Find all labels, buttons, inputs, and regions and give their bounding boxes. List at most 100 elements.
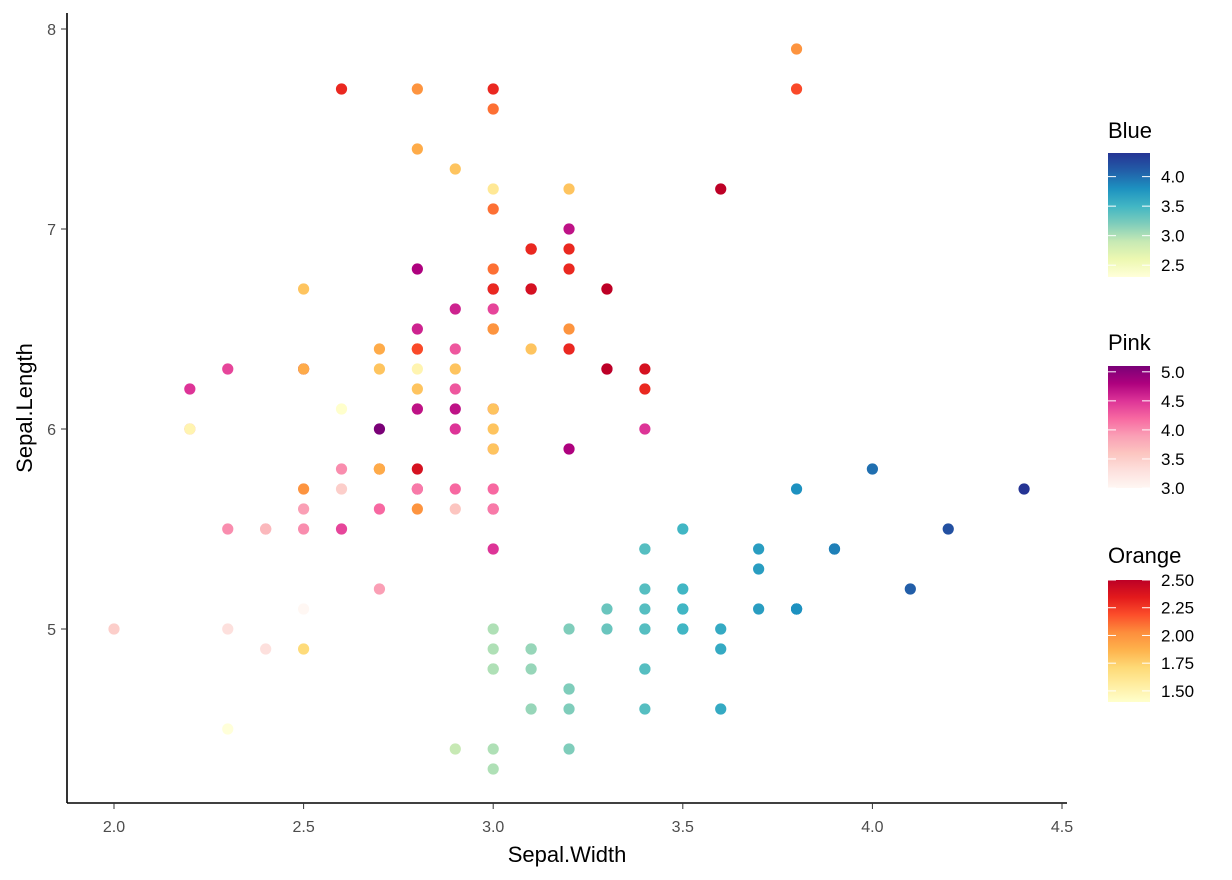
legend-label: 2.25 [1161,599,1194,618]
point-orange [563,323,575,335]
point-orange [487,323,499,335]
point-blue [942,523,954,535]
point-blue [601,603,613,615]
point-orange [449,163,461,175]
point-pink [487,483,499,495]
point-orange [449,363,461,375]
point-pink [373,583,386,595]
x-tick-label: 4.5 [1051,819,1073,836]
point-orange [298,483,310,495]
point-orange [487,83,499,95]
point-pink [487,503,499,515]
point-pink [335,483,348,495]
legend-label: 3.5 [1161,197,1185,216]
point-pink [487,543,499,555]
point-blue [563,703,575,715]
point-orange [298,363,310,375]
point-blue [753,603,765,615]
point-orange [563,183,575,195]
point-pink [449,403,461,415]
point-orange [525,243,537,255]
point-orange [487,403,499,415]
y-axis-title: Sepal.Length [12,343,37,473]
x-ticks: 2.0 2.5 3.0 3.5 4.0 4.5 [103,803,1073,836]
x-tick-label: 3.0 [482,819,504,836]
point-orange [487,443,499,455]
point-pink [411,263,423,275]
point-pink [335,523,348,535]
colorbar [1108,153,1150,277]
point-orange [563,343,575,355]
point-orange [790,43,803,55]
legend-label: 3.0 [1161,227,1185,246]
point-blue [677,583,689,595]
legend-label: 2.00 [1161,626,1194,645]
y-tick-label: 5 [47,622,56,639]
point-blue [563,623,575,635]
point-orange [639,383,651,395]
point-blue [222,723,234,735]
point-blue [639,703,651,715]
point-blue [639,583,651,595]
point-pink [222,363,234,375]
legend-label: 2.50 [1161,571,1194,590]
point-pink [411,483,423,495]
point-orange [373,463,386,475]
point-pink [449,343,461,355]
point-blue [525,643,537,655]
x-tick-label: 2.0 [103,819,125,836]
point-orange [487,203,499,215]
point-pink [373,423,386,435]
point-blue [715,643,727,655]
point-blue [753,563,765,575]
point-orange [411,383,423,395]
point-orange [411,363,423,375]
point-blue [1018,483,1030,495]
point-pink [563,223,575,235]
legend-label: 5.0 [1161,363,1185,382]
point-orange [373,343,386,355]
point-blue [525,663,537,675]
x-tick-label: 4.0 [861,819,883,836]
point-blue [715,703,727,715]
colorbar [1108,580,1150,702]
point-pink [449,503,461,515]
y-tick-label: 8 [47,22,56,39]
point-orange [487,283,499,295]
legend-pink: Pink 3.0 3.5 4.0 4.5 5.0 [1108,330,1185,498]
point-pink [222,523,234,535]
point-blue [487,623,499,635]
point-orange [487,263,499,275]
point-orange [639,363,651,375]
point-pink [449,423,461,435]
y-ticks: 5 6 7 8 [47,22,67,639]
legend-orange: Orange 1.50 1.75 2.00 2.25 2.50 [1108,543,1194,702]
point-blue [563,743,575,755]
point-orange [411,83,423,95]
point-pink [222,623,234,635]
point-pink [449,383,461,395]
point-orange [298,283,310,295]
point-blue [677,603,689,615]
legend-label: 2.5 [1161,256,1185,275]
point-orange [184,423,196,435]
point-pink [411,403,423,415]
point-blue [563,683,575,695]
point-blue [601,623,613,635]
y-tick-label: 7 [47,222,56,239]
legend-label: 1.75 [1161,654,1194,673]
point-orange [487,183,499,195]
legends: Blue 2.5 3.0 3.5 4.0 Pink 3.0 3.5 4.0 4.5 5.0 Orang… [1108,118,1194,702]
legend-title: Blue [1108,118,1152,143]
point-orange [411,143,423,155]
point-orange [601,283,613,295]
point-pink [260,523,272,535]
legend-label: 4.5 [1161,392,1185,411]
point-orange [487,423,499,435]
x-axis-title: Sepal.Width [508,842,627,867]
point-orange [411,503,423,515]
point-blue [639,543,651,555]
point-pink [260,643,272,655]
point-blue [904,583,916,595]
point-blue [639,663,651,675]
